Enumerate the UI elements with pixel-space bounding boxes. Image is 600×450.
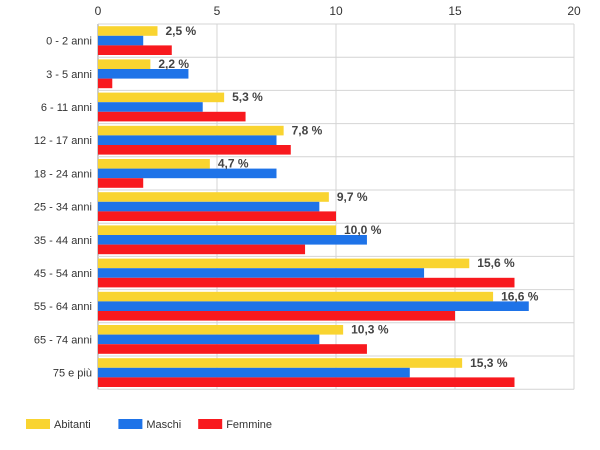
bar-maschi[interactable]: [98, 35, 144, 46]
bar-abitanti[interactable]: [98, 92, 225, 103]
bar-femmine[interactable]: [98, 178, 144, 188]
grid-lines: [97, 23, 575, 390]
x-tick-labels: 0 5 10 15 20: [95, 4, 581, 18]
bar-abitanti[interactable]: [98, 225, 336, 235]
category-label: 25 - 34 anni: [34, 202, 92, 214]
bar-abitanti[interactable]: [98, 125, 284, 136]
data-label: 2,5 %: [166, 24, 197, 38]
bar-abitanti[interactable]: [98, 325, 344, 335]
bar-maschi[interactable]: [98, 168, 277, 179]
category-label: 12 - 17 anni: [34, 135, 92, 147]
bar-maschi[interactable]: [98, 334, 320, 345]
bar-maschi[interactable]: [98, 102, 203, 112]
category-label: 55 - 64 anni: [34, 301, 92, 313]
bar-abitanti[interactable]: [98, 291, 494, 302]
data-label: 16,6 %: [501, 289, 539, 303]
bar-maschi[interactable]: [98, 135, 277, 145]
x-tick-label: 5: [214, 4, 221, 18]
bar-abitanti[interactable]: [98, 258, 470, 269]
category-label: 45 - 54 anni: [34, 268, 92, 280]
data-label: 4,7 %: [218, 157, 249, 171]
bar-femmine[interactable]: [98, 377, 515, 387]
category-labels: 0 - 2 anni 3 - 5 anni 6 - 11 anni 12 - 17 a…: [34, 36, 92, 380]
category-label: 6 - 11 anni: [41, 102, 92, 114]
data-label: 7,8 %: [292, 123, 323, 137]
bar-maschi[interactable]: [98, 268, 425, 278]
legend-swatch-abitanti: [26, 419, 50, 429]
category-label: 75 e più: [53, 368, 92, 380]
bar-maschi[interactable]: [98, 235, 367, 245]
legend: Abitanti Maschi Femmine: [26, 419, 272, 431]
legend-swatch-maschi: [118, 419, 143, 429]
data-label: 15,3 %: [470, 356, 508, 370]
legend-label-femmine: Femmine: [226, 419, 272, 431]
bar-maschi[interactable]: [98, 201, 320, 212]
x-tick-label: 20: [567, 4, 581, 18]
bar-femmine[interactable]: [98, 145, 291, 155]
bar-femmine[interactable]: [98, 277, 515, 288]
bar-maschi[interactable]: [98, 301, 529, 311]
legend-label-abitanti: Abitanti: [54, 419, 91, 431]
x-tick-label: 0: [95, 4, 102, 18]
data-label: 2,2 %: [158, 57, 189, 71]
category-label: 35 - 44 anni: [34, 235, 92, 247]
bar-femmine[interactable]: [98, 211, 336, 221]
bar-femmine[interactable]: [98, 78, 113, 89]
bar-abitanti[interactable]: [98, 59, 151, 69]
bar-abitanti[interactable]: [98, 358, 463, 368]
bars: [98, 26, 529, 387]
bar-maschi[interactable]: [98, 367, 410, 378]
data-label: 10,3 %: [351, 323, 389, 337]
bar-abitanti[interactable]: [98, 159, 210, 169]
category-label: 0 - 2 anni: [46, 36, 92, 48]
bar-femmine[interactable]: [98, 311, 455, 321]
legend-label-maschi: Maschi: [146, 419, 181, 431]
bar-femmine[interactable]: [98, 344, 367, 354]
bar-femmine[interactable]: [98, 45, 172, 55]
data-label: 9,7 %: [337, 190, 368, 204]
x-tick-label: 10: [329, 4, 343, 18]
category-label: 3 - 5 anni: [46, 69, 92, 81]
bar-abitanti[interactable]: [98, 26, 158, 36]
data-labels: 2,5 % 2,2 % 5,3 % 7,8 % 4,7 % 9,7 % 10,0 % 15,6…: [158, 24, 538, 370]
bar-femmine[interactable]: [98, 244, 306, 255]
category-label: 18 - 24 anni: [34, 168, 92, 180]
bar-femmine[interactable]: [98, 111, 246, 122]
bar-maschi[interactable]: [98, 69, 189, 79]
data-label: 15,6 %: [477, 256, 515, 270]
category-label: 65 - 74 anni: [34, 334, 92, 346]
legend-swatch-femmine: [198, 419, 223, 429]
bar-abitanti[interactable]: [98, 192, 329, 202]
data-label: 10,0 %: [344, 223, 382, 237]
x-tick-label: 15: [448, 4, 462, 18]
data-label: 5,3 %: [232, 90, 263, 104]
